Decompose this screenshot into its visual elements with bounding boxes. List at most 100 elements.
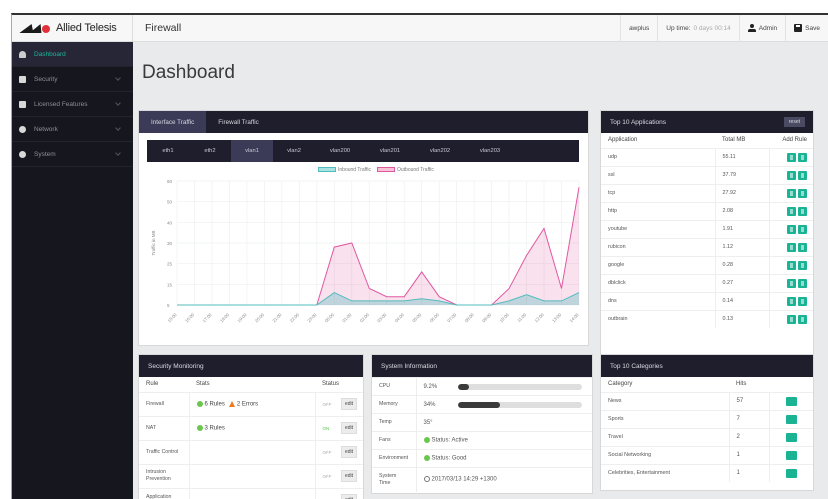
user-name: Admin — [758, 24, 778, 32]
sidebar-item-system[interactable]: System — [12, 142, 133, 167]
save-button[interactable]: Save — [785, 15, 828, 41]
block-rule-button[interactable] — [798, 224, 807, 234]
tab-interface-traffic[interactable]: Interface Traffic — [139, 111, 207, 133]
svg-text:5: 5 — [167, 303, 170, 308]
svg-text:18:00: 18:00 — [219, 312, 231, 324]
brand-logo[interactable]: Allied Telesis — [12, 15, 133, 42]
block-rule-button[interactable] — [798, 278, 807, 288]
block-rule-button[interactable] — [798, 242, 807, 252]
user-icon — [747, 24, 756, 32]
traffic-tabs: Interface Traffic Firewall Traffic — [139, 111, 588, 133]
col-hits: Hits — [736, 381, 747, 388]
reset-button[interactable]: reset — [783, 117, 805, 127]
allow-rule-button[interactable] — [787, 314, 796, 324]
allow-rule-button[interactable] — [787, 170, 796, 180]
app-name: http — [601, 201, 715, 220]
table-row: Intrusion Prevention OFF edit — [139, 463, 363, 488]
block-rule-button[interactable] — [798, 188, 807, 198]
sidebar-item-dashboard[interactable]: Dashboard — [12, 42, 133, 67]
edit-button[interactable]: edit — [341, 494, 358, 499]
col-add-rule: Add Rule — [782, 137, 807, 144]
block-category-button[interactable] — [785, 414, 797, 424]
svg-text:02:00: 02:00 — [359, 312, 371, 324]
logo-icon — [19, 23, 52, 33]
block-rule-button[interactable] — [798, 170, 807, 180]
save-label: Save — [805, 24, 820, 32]
category-hits: 57 — [728, 391, 770, 410]
svg-text:03:00: 03:00 — [376, 312, 388, 324]
svg-text:17:00: 17:00 — [202, 312, 214, 324]
temp-label: Temp — [372, 413, 417, 432]
app-total-mb: 27.92 — [714, 183, 769, 202]
block-category-button[interactable] — [785, 396, 797, 406]
environment-label: Environment — [372, 449, 417, 468]
allow-rule-button[interactable] — [787, 188, 796, 198]
sidebar-item-security[interactable]: Security — [12, 67, 133, 92]
stats-ok: 6 Rules — [204, 401, 225, 408]
edit-button[interactable]: edit — [341, 398, 358, 410]
clock-icon — [423, 476, 430, 483]
tab-eth2[interactable]: eth2 — [204, 148, 216, 154]
tab-vlan202[interactable]: vlan202 — [429, 148, 451, 154]
category-name: News — [601, 391, 729, 410]
allow-rule-button[interactable] — [787, 224, 796, 234]
status-badge: OFF — [315, 391, 341, 416]
block-category-button[interactable] — [785, 468, 797, 478]
allow-rule-button[interactable] — [787, 278, 796, 288]
tab-vlan200[interactable]: vlan200 — [329, 148, 351, 154]
tab-firewall-traffic[interactable]: Firewall Traffic — [218, 118, 259, 126]
block-category-button[interactable] — [785, 450, 797, 460]
app-total-mb: 1.91 — [714, 219, 769, 238]
sidebar-item-licensed-features[interactable]: Licensed Features — [12, 92, 133, 117]
block-rule-button[interactable] — [798, 314, 807, 324]
allow-rule-button[interactable] — [787, 260, 796, 270]
allow-rule-button[interactable] — [787, 206, 796, 216]
panel-title: System Information — [381, 362, 437, 370]
top-applications-panel: Top 10 Applications reset Application To… — [600, 110, 814, 364]
tab-vlan1[interactable]: vlan1 — [231, 140, 273, 162]
chevron-down-icon — [115, 75, 121, 81]
tab-vlan2[interactable]: vlan2 — [287, 148, 301, 154]
tab-vlan203[interactable]: vlan203 — [479, 148, 501, 154]
allow-rule-button[interactable] — [787, 152, 796, 162]
allow-rule-button[interactable] — [787, 242, 796, 252]
chevron-down-icon — [115, 125, 121, 131]
col-action — [769, 377, 813, 392]
legend-outbound[interactable]: Outbound Traffic — [377, 167, 434, 173]
category-name: Sports — [601, 409, 729, 428]
table-row: Travel 2 — [601, 427, 813, 446]
table-row: Celebrities, Entertainment 1 — [601, 463, 813, 482]
svg-text:22:00: 22:00 — [289, 312, 301, 324]
interface-tabs: eth1 eth2 vlan1 vlan2 vlan200 vlan201 vl… — [147, 140, 579, 162]
block-rule-button[interactable] — [798, 296, 807, 306]
block-category-button[interactable] — [785, 432, 797, 442]
sidebar-item-network[interactable]: Network — [12, 117, 133, 142]
app-total-mb: 2.08 — [714, 201, 769, 220]
category-hits: 2 — [728, 427, 770, 446]
top-bar: Allied Telesis Firewall awplus Up time: … — [12, 15, 828, 42]
allow-rule-button[interactable] — [787, 296, 796, 306]
block-rule-button[interactable] — [798, 206, 807, 216]
panel-title: Top 10 Categories — [610, 362, 663, 370]
memory-label: Memory — [372, 395, 417, 414]
security-table: Rule Stats Status Firewall 6 Rules 2 Error… — [139, 377, 363, 499]
block-rule-button[interactable] — [798, 152, 807, 162]
table-row: Firewall 6 Rules 2 Errors OFF edit — [139, 391, 363, 416]
col-stats: Stats — [196, 381, 210, 388]
block-rule-button[interactable] — [798, 260, 807, 270]
status-badge: OFF — [315, 463, 341, 488]
system-information-panel: System Information CPU 9.2% Memory 34% T… — [371, 354, 593, 494]
app-total-mb: 0.28 — [714, 255, 769, 274]
status-ok-icon — [423, 455, 430, 462]
legend-inbound[interactable]: Inbound Traffic — [318, 167, 371, 173]
svg-text:16:00: 16:00 — [184, 312, 196, 324]
app-name: rubicon — [601, 237, 715, 256]
tab-eth1[interactable]: eth1 — [162, 148, 174, 154]
edit-button[interactable]: edit — [341, 422, 358, 434]
edit-button[interactable]: edit — [341, 446, 358, 458]
app-name: udp — [601, 147, 715, 166]
user-menu[interactable]: Admin — [738, 15, 785, 41]
edit-button[interactable]: edit — [341, 470, 358, 482]
sidebar-item-label: Licensed Features — [34, 100, 88, 108]
tab-vlan201[interactable]: vlan201 — [379, 148, 401, 154]
